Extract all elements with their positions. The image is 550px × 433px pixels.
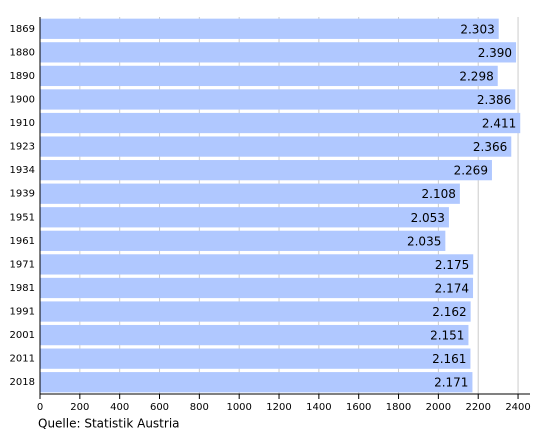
value-label: 2.108 bbox=[422, 187, 456, 201]
value-label: 2.386 bbox=[477, 93, 511, 107]
value-label: 2.053 bbox=[411, 211, 445, 225]
y-tick-label: 1869 bbox=[10, 24, 35, 35]
y-tick-label: 1934 bbox=[10, 165, 35, 176]
value-label: 2.366 bbox=[473, 140, 507, 154]
y-tick-label: 1939 bbox=[10, 189, 35, 200]
value-label: 2.303 bbox=[460, 22, 494, 36]
y-tick-label: 1900 bbox=[10, 94, 35, 105]
bar bbox=[40, 136, 512, 157]
bar bbox=[40, 372, 473, 393]
value-label: 2.035 bbox=[407, 234, 441, 248]
value-label: 2.175 bbox=[435, 258, 469, 272]
bar bbox=[40, 160, 492, 181]
bar bbox=[40, 230, 446, 251]
bar bbox=[40, 207, 449, 228]
source-note: Quelle: Statistik Austria bbox=[38, 417, 180, 431]
value-label: 2.151 bbox=[430, 329, 464, 343]
bar bbox=[40, 112, 521, 134]
x-tick-label: 1400 bbox=[306, 402, 331, 413]
bar bbox=[40, 89, 516, 110]
y-tick-label: 1991 bbox=[10, 307, 35, 318]
bar bbox=[40, 254, 474, 275]
y-tick-label: 1961 bbox=[10, 236, 35, 247]
bar bbox=[40, 183, 460, 204]
bar bbox=[40, 301, 471, 322]
value-label: 2.411 bbox=[482, 117, 516, 131]
x-tick-label: 2000 bbox=[426, 402, 451, 413]
y-tick-label: 1951 bbox=[10, 212, 35, 223]
y-tick-label: 1981 bbox=[10, 283, 35, 294]
x-tick-label: 2200 bbox=[465, 402, 490, 413]
bar bbox=[40, 348, 471, 369]
value-label: 2.174 bbox=[435, 281, 469, 295]
bar bbox=[40, 18, 499, 39]
x-tick-label: 1800 bbox=[386, 402, 411, 413]
y-tick-label: 1923 bbox=[10, 142, 35, 153]
x-tick-label: 1000 bbox=[226, 402, 251, 413]
value-label: 2.161 bbox=[432, 352, 466, 366]
value-label: 2.390 bbox=[478, 46, 512, 60]
x-tick-label: 600 bbox=[150, 402, 169, 413]
y-tick-label: 1890 bbox=[10, 71, 35, 82]
x-tick-label: 400 bbox=[110, 402, 129, 413]
bar bbox=[40, 42, 517, 63]
bar bbox=[40, 324, 469, 346]
x-tick-label: 1200 bbox=[266, 402, 291, 413]
value-label: 2.298 bbox=[459, 69, 493, 83]
x-tick-label: 200 bbox=[70, 402, 89, 413]
bar bbox=[40, 277, 474, 299]
y-tick-label: 2011 bbox=[10, 354, 35, 365]
y-tick-label: 1880 bbox=[10, 47, 35, 58]
x-tick-label: 800 bbox=[190, 402, 209, 413]
value-label: 2.269 bbox=[454, 164, 488, 178]
y-tick-label: 1971 bbox=[10, 259, 35, 270]
x-tick-label: 1600 bbox=[346, 402, 371, 413]
y-tick-label: 1910 bbox=[10, 118, 35, 129]
value-label: 2.162 bbox=[432, 305, 466, 319]
x-tick-label: 2400 bbox=[505, 402, 530, 413]
value-label: 2.171 bbox=[434, 376, 468, 390]
y-tick-label: 2001 bbox=[10, 330, 35, 341]
x-tick-label: 0 bbox=[37, 402, 43, 413]
y-tick-label: 2018 bbox=[10, 377, 35, 388]
bar bbox=[40, 65, 498, 87]
